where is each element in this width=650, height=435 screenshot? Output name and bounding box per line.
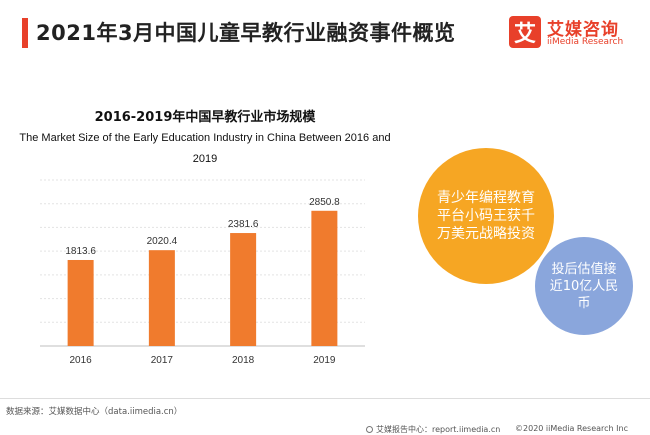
footer-report-text: 艾媒报告中心：report.iimedia.cn [376, 425, 501, 434]
logo-name-en: iiMedia Research [547, 37, 624, 47]
data-source: 数据来源：艾媒数据中心（data.iimedia.cn） [6, 407, 183, 417]
x-tick-label: 2017 [151, 355, 174, 366]
footer-divider [0, 398, 650, 399]
footer-report: 艾媒报告中心：report.iimedia.cn [366, 424, 500, 435]
logo-name-cn: 艾媒咨询 [547, 20, 619, 40]
chart-title: 2016-2019年中国早教行业市场规模 [94, 110, 316, 125]
iimedia-logo: 艾 艾媒咨询 iiMedia Research [509, 14, 644, 54]
data-label: 1813.6 [65, 246, 96, 257]
valuation-text: 投后估值接近10亿人民币 [549, 261, 619, 311]
title-accent-bar [22, 18, 28, 48]
bar [311, 210, 338, 346]
x-tick-label: 2016 [70, 355, 93, 366]
valuation-bubble: 投后估值接近10亿人民币 [535, 237, 633, 335]
footer-copyright: ©2020 iiMedia Research Inc [515, 424, 628, 433]
bar [148, 250, 175, 346]
footer: 艾媒报告中心：report.iimedia.cn ©2020 iiMedia R… [0, 424, 650, 434]
globe-icon [366, 426, 373, 433]
bar [230, 233, 257, 346]
funding-event-bubble: 青少年编程教育平台小码王获千万美元战略投资 [418, 148, 554, 284]
logo-mark-icon: 艾 [509, 16, 541, 48]
x-tick-label: 2019 [313, 355, 336, 366]
bar [67, 259, 94, 346]
page-title: 2021年3月中国儿童早教行业融资事件概览 [36, 21, 456, 45]
chart-subtitle: The Market Size of the Early Education I… [19, 132, 391, 165]
data-label: 2381.6 [228, 219, 259, 230]
x-tick-label: 2018 [232, 355, 255, 366]
data-label: 2850.8 [309, 197, 340, 208]
data-label: 2020.4 [147, 236, 178, 247]
funding-event-text: 青少年编程教育平台小码王获千万美元战略投资 [437, 190, 535, 242]
